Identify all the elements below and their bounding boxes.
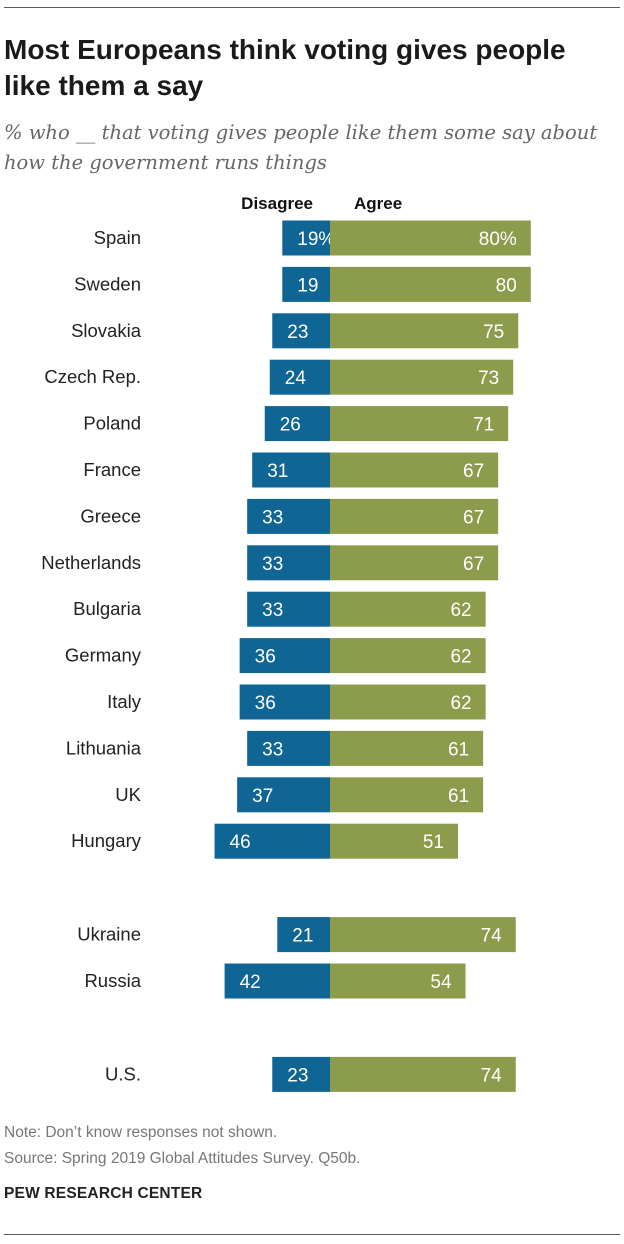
agree-bar xyxy=(330,220,531,256)
agree-bar xyxy=(330,266,531,302)
agree-value: 54 xyxy=(430,972,452,993)
agree-value: 67 xyxy=(463,554,484,575)
country-label: Hungary xyxy=(71,830,142,851)
agree-value: 80 xyxy=(496,275,517,296)
disagree-value: 19% xyxy=(297,229,335,250)
disagree-bar xyxy=(237,777,330,813)
legend-agree: Agree xyxy=(354,194,402,213)
disagree-bar xyxy=(239,684,330,720)
disagree-bar xyxy=(282,266,330,302)
note-text: Note: Don’t know responses not shown. xyxy=(4,1124,278,1141)
disagree-value: 37 xyxy=(252,786,273,807)
disagree-bar xyxy=(282,220,330,256)
agree-value: 62 xyxy=(450,600,471,621)
agree-bar xyxy=(330,359,514,395)
agree-value: 80% xyxy=(479,229,517,250)
agree-value: 74 xyxy=(481,1065,503,1086)
country-label: Greece xyxy=(80,505,141,526)
disagree-bar xyxy=(247,498,330,534)
disagree-value: 36 xyxy=(255,647,276,668)
agree-bar xyxy=(330,406,509,442)
disagree-bar xyxy=(247,730,330,766)
chart-title: Most Europeans think voting gives people… xyxy=(4,34,566,101)
top-rule xyxy=(4,7,620,8)
country-label: Germany xyxy=(65,645,142,666)
disagree-value: 26 xyxy=(280,415,301,436)
disagree-value: 19 xyxy=(297,275,318,296)
agree-value: 75 xyxy=(483,322,504,343)
disagree-bar xyxy=(264,406,330,442)
disagree-value: 31 xyxy=(267,461,288,482)
agree-value: 71 xyxy=(473,415,494,436)
agree-value: 73 xyxy=(478,368,499,389)
country-label: Ukraine xyxy=(77,924,141,945)
agree-bar xyxy=(330,823,459,859)
disagree-bar xyxy=(252,452,330,488)
disagree-bar xyxy=(247,591,330,627)
disagree-value: 46 xyxy=(230,832,251,853)
agree-value: 61 xyxy=(448,786,469,807)
country-label: Sweden xyxy=(74,273,141,294)
agree-bar xyxy=(330,1056,516,1092)
country-label: Bulgaria xyxy=(73,598,142,619)
disagree-bar xyxy=(224,963,330,999)
agree-bar xyxy=(330,591,486,627)
source-text: Source: Spring 2019 Global Attitudes Sur… xyxy=(4,1150,361,1167)
country-label: Russia xyxy=(84,970,141,991)
disagree-value: 21 xyxy=(292,926,313,947)
disagree-value: 36 xyxy=(255,693,276,714)
disagree-value: 33 xyxy=(262,600,283,621)
pew-logo-text: PEW RESEARCH CENTER xyxy=(4,1185,203,1202)
agree-bar xyxy=(330,313,519,349)
agree-value: 51 xyxy=(423,832,444,853)
agree-bar xyxy=(330,452,499,488)
disagree-value: 33 xyxy=(262,507,283,528)
disagree-value: 23 xyxy=(287,1065,308,1086)
agree-bar xyxy=(330,638,486,674)
agree-value: 67 xyxy=(463,461,484,482)
disagree-value: 33 xyxy=(262,739,283,760)
agree-value: 67 xyxy=(463,507,484,528)
country-label: Slovakia xyxy=(71,320,142,341)
agree-bar xyxy=(330,545,499,581)
country-label: Lithuania xyxy=(66,737,142,758)
agree-value: 62 xyxy=(450,647,471,668)
country-label: U.S. xyxy=(105,1063,141,1084)
agree-bar xyxy=(330,917,516,953)
agree-bar xyxy=(330,684,486,720)
disagree-bar xyxy=(272,313,330,349)
agree-bar xyxy=(330,777,484,813)
disagree-value: 42 xyxy=(240,972,261,993)
country-label: Czech Rep. xyxy=(44,366,141,387)
agree-bar xyxy=(330,963,466,999)
diverging-bar-chart: Disagree Agree Spain 19% 80% Sweden 19 80 Slovak… xyxy=(41,194,531,1092)
disagree-value: 33 xyxy=(262,554,283,575)
disagree-bar xyxy=(239,638,330,674)
country-label: Spain xyxy=(94,227,141,248)
legend-disagree: Disagree xyxy=(241,194,313,213)
disagree-bar xyxy=(214,823,330,859)
country-label: France xyxy=(83,459,141,480)
chart-subtitle: % who __ that voting gives people like t… xyxy=(4,121,598,174)
country-label: UK xyxy=(115,784,141,805)
disagree-value: 23 xyxy=(287,322,308,343)
country-label: Netherlands xyxy=(41,552,141,573)
agree-value: 62 xyxy=(450,693,471,714)
agree-bar xyxy=(330,498,499,534)
agree-value: 74 xyxy=(481,926,503,947)
disagree-value: 24 xyxy=(285,368,307,389)
bottom-rule xyxy=(4,1234,620,1235)
disagree-bar xyxy=(247,545,330,581)
country-label: Italy xyxy=(107,691,142,712)
agree-value: 61 xyxy=(448,739,469,760)
disagree-bar xyxy=(277,917,330,953)
country-label: Poland xyxy=(83,413,141,434)
disagree-bar xyxy=(269,359,330,395)
disagree-bar xyxy=(272,1056,330,1092)
agree-bar xyxy=(330,730,484,766)
